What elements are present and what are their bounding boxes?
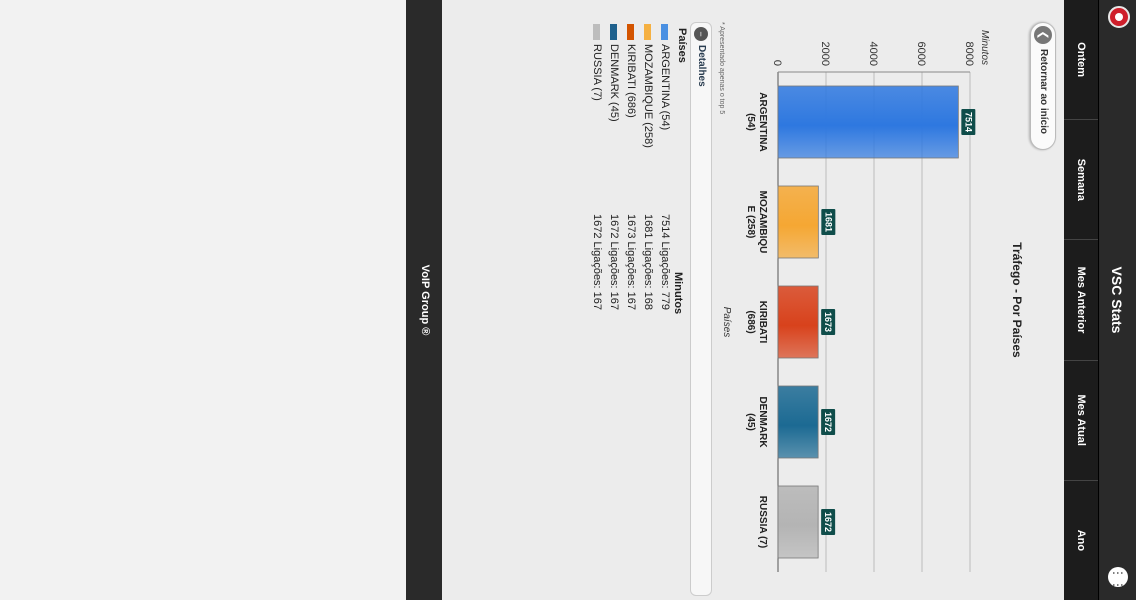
app-title: VSC Stats <box>1109 266 1125 334</box>
data-label-bg <box>821 509 836 535</box>
color-swatch <box>610 24 617 40</box>
nav-item-ano[interactable]: Ano <box>1075 529 1087 552</box>
y-axis-title: Minutos <box>979 30 990 65</box>
app-header: VSC Stats ⋮⋮ <box>1098 0 1136 600</box>
app-window: VSC Stats ⋮⋮ Ontem Semana Mes Anterior M… <box>406 0 1136 600</box>
data-label-bg <box>821 309 836 335</box>
details-row: RUSSIA (7) 1672 Ligações: 167 <box>586 24 603 444</box>
color-swatch <box>627 24 634 40</box>
back-button-label: Retornar ao início <box>1038 49 1049 135</box>
footnote: * Apresentado apenas o top 5 <box>718 22 725 115</box>
country-name: MOZAMBIQUE (258) <box>642 44 654 148</box>
nav-item-semana[interactable]: Semana <box>1064 120 1098 241</box>
main-content: ❮ Retornar ao início Tráfego - Por Paíse… <box>506 0 1064 600</box>
empty-area <box>0 0 406 600</box>
details-table: Países Minutos ARGENTINA (54) 7514 Ligaç… <box>586 24 688 444</box>
column-header-countries: Países <box>676 28 688 63</box>
data-label: 7514 <box>963 112 973 132</box>
data-label: 1681 <box>823 212 833 232</box>
y-tick-label: 2000 <box>819 42 831 66</box>
country-minutes: 1681 Ligações: 168 <box>642 214 654 311</box>
nav-item-mes-atual[interactable]: Mes Atual <box>1064 360 1098 481</box>
nav-item-ontem[interactable]: Ontem <box>1064 0 1098 121</box>
chart-title: Tráfego - Por Países <box>1010 242 1024 358</box>
data-label-bg <box>961 109 976 135</box>
x-tick-label: ARGENTINA(54) <box>745 92 768 151</box>
traffic-by-country-chart: Minutos 0 2000 4000 6000 8000 7514 ARGENTINA(54… <box>721 30 990 572</box>
app-footer: VoIP Group ® <box>406 0 442 600</box>
country-minutes: 1672 Ligações: 167 <box>608 214 620 311</box>
y-tick-label: 4000 <box>867 42 879 66</box>
details-row: KIRIBATI (686) 1673 Ligações: 167 <box>620 24 637 444</box>
x-tick-label: MOZAMBIQUE (258) <box>745 191 768 254</box>
color-swatch <box>644 24 651 40</box>
bar[interactable] <box>777 85 959 159</box>
chevron-left-icon: ❮ <box>1034 26 1052 44</box>
data-label-bg <box>821 409 836 435</box>
details-row: ARGENTINA (54) 7514 Ligações: 779 <box>654 24 671 444</box>
column-header-minutes: Minutos <box>672 272 684 315</box>
nav-bar: Ontem Semana Mes Anterior Mes Atual Ano <box>1064 0 1098 600</box>
data-label: 1672 <box>823 512 833 532</box>
country-name: ARGENTINA (54) <box>659 44 671 131</box>
grid-menu-icon[interactable]: ⋮⋮ <box>1108 567 1128 591</box>
y-tick-label: 6000 <box>915 42 927 66</box>
collapse-icon: − <box>694 27 708 41</box>
x-tick-label: DENMARK(45) <box>745 396 768 448</box>
bar[interactable] <box>777 485 819 559</box>
y-tick-label: 0 <box>771 60 783 66</box>
details-label: Detalhes <box>696 45 707 87</box>
color-swatch <box>593 24 600 40</box>
bar[interactable] <box>777 185 819 259</box>
country-minutes: 7514 Ligações: 779 <box>659 214 671 311</box>
x-tick-label: KIRIBATI(686) <box>745 301 768 344</box>
country-minutes: 1672 Ligações: 167 <box>591 214 603 311</box>
x-axis-title: Países <box>721 307 732 338</box>
country-name: RUSSIA (7) <box>591 44 603 101</box>
data-label: 1672 <box>823 412 833 432</box>
rotated-app-view: VSC Stats ⋮⋮ Ontem Semana Mes Anterior M… <box>406 0 1136 600</box>
details-row: MOZAMBIQUE (258) 1681 Ligações: 168 <box>637 24 654 444</box>
country-name: DENMARK (45) <box>608 44 620 122</box>
back-to-home-button[interactable]: ❮ Retornar ao início <box>1030 22 1056 150</box>
bar[interactable] <box>777 285 819 359</box>
color-swatch <box>661 24 668 40</box>
y-tick-label: 8000 <box>963 42 975 66</box>
footer-text: VoIP Group ® <box>419 264 431 336</box>
details-toggle[interactable]: − Detalhes <box>690 22 712 596</box>
country-minutes: 1673 Ligações: 167 <box>625 214 637 311</box>
data-label: 1673 <box>823 312 833 332</box>
country-name: KIRIBATI (686) <box>625 44 637 118</box>
nav-item-mes-anterior[interactable]: Mes Anterior <box>1064 240 1098 361</box>
details-row: DENMARK (45) 1672 Ligações: 167 <box>603 24 620 444</box>
details-header-row: Países Minutos <box>671 24 688 444</box>
bar[interactable] <box>777 385 819 459</box>
data-label-bg <box>821 209 836 235</box>
x-tick-label: RUSSIA (7) <box>757 496 768 548</box>
